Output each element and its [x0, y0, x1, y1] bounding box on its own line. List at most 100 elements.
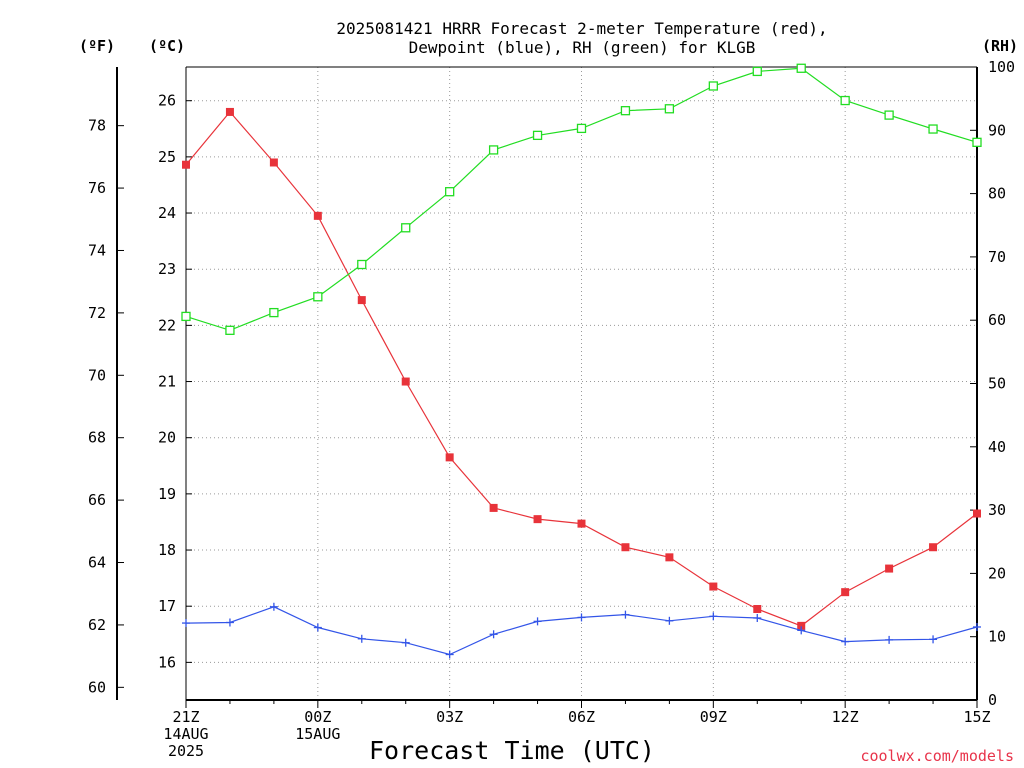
x-tick-label-line: 2025	[168, 742, 204, 760]
fahrenheit-tick-label: 76	[88, 179, 106, 197]
data-point	[665, 553, 674, 562]
data-point	[182, 160, 190, 169]
celsius-unit-label: (ºC)	[149, 37, 185, 55]
data-point	[489, 630, 498, 639]
rh-tick-label: 80	[988, 185, 1006, 203]
data-point	[973, 622, 981, 631]
fahrenheit-tick-label: 72	[88, 304, 106, 322]
data-point	[577, 613, 586, 622]
data-point	[797, 621, 806, 630]
x-tick-label: 15Z	[963, 708, 990, 726]
x-tick-label: 03Z	[436, 708, 463, 726]
data-point	[269, 307, 279, 318]
x-tick-label: 06Z	[568, 708, 595, 726]
data-point	[753, 605, 762, 614]
data-point	[620, 106, 631, 116]
series-layer	[181, 63, 982, 659]
fahrenheit-tick-label: 64	[88, 554, 106, 572]
data-point	[269, 602, 278, 611]
x-tick-label-line: 06Z	[568, 708, 595, 726]
rh-tick-label: 70	[988, 248, 1006, 266]
data-point	[225, 107, 234, 116]
fahrenheit-tick-label: 68	[88, 429, 106, 447]
data-point	[533, 617, 542, 626]
title-line-1: 2025081421 HRRR Forecast 2-meter Tempera…	[336, 19, 827, 38]
data-point	[313, 292, 323, 302]
data-point	[621, 543, 630, 552]
celsius-tick-label: 26	[158, 92, 176, 110]
series-temperature-red	[182, 107, 981, 630]
series-line-temperature-red	[185, 110, 978, 627]
x-tick-label-line: 21Z	[172, 708, 199, 726]
x-tick-label-line: 03Z	[436, 708, 463, 726]
rh-tick-label: 50	[988, 375, 1006, 393]
rh-tick-label: 0	[988, 691, 997, 709]
data-point	[577, 519, 586, 528]
data-point	[533, 515, 542, 524]
x-axis-label: Forecast Time (UTC)	[369, 736, 655, 765]
celsius-tick-label: 17	[158, 597, 176, 615]
x-tick-label-line: 00Z	[304, 708, 331, 726]
rh-tick-label: 90	[988, 121, 1006, 139]
data-point	[182, 619, 190, 628]
data-point	[841, 588, 850, 597]
data-point	[708, 81, 718, 91]
celsius-tick-label: 21	[158, 373, 176, 391]
data-point	[929, 635, 938, 644]
fahrenheit-tick-label: 74	[88, 241, 106, 259]
celsius-tick-label: 20	[158, 429, 176, 447]
data-point	[884, 110, 894, 120]
rh-tick-label: 100	[988, 58, 1015, 76]
series-dewpoint-blue	[182, 602, 981, 659]
celsius-tick-label: 24	[158, 204, 176, 222]
rh-tick-label: 10	[988, 628, 1006, 646]
data-point	[225, 325, 235, 335]
data-point	[313, 211, 322, 220]
data-point	[929, 543, 938, 552]
data-point	[445, 187, 455, 197]
celsius-tick-label: 25	[158, 148, 176, 166]
data-point	[621, 610, 630, 619]
data-point	[972, 137, 982, 147]
x-tick-label-line: 14AUG	[163, 725, 208, 743]
x-tick-label: 00Z 15AUG	[295, 708, 340, 743]
data-point	[928, 124, 938, 134]
data-point	[664, 104, 675, 114]
rh-unit-label: (RH)	[982, 37, 1018, 55]
fahrenheit-tick-label: 70	[88, 366, 106, 384]
rh-tick-label: 20	[988, 564, 1006, 582]
data-point	[181, 311, 191, 322]
data-point	[488, 145, 499, 155]
data-point	[885, 564, 894, 573]
data-point	[797, 626, 806, 635]
x-tick-label-line: 09Z	[700, 708, 727, 726]
rh-tick-label: 40	[988, 438, 1006, 456]
fahrenheit-tick-label: 62	[88, 616, 106, 634]
axes	[116, 66, 978, 708]
x-tick-label: 21Z 14AUG 2025	[163, 708, 208, 760]
data-point	[445, 453, 454, 462]
data-point	[313, 623, 322, 632]
data-point	[357, 634, 366, 643]
data-point	[532, 130, 543, 141]
celsius-tick-label: 22	[158, 316, 176, 334]
data-point	[973, 509, 981, 518]
chart-title: 2025081421 HRRR Forecast 2-meter Tempera…	[336, 19, 827, 57]
data-point	[885, 635, 894, 644]
data-point	[489, 503, 498, 512]
fahrenheit-tick-label: 66	[88, 491, 106, 509]
title-line-2: Dewpoint (blue), RH (green) for KLGB	[409, 38, 756, 57]
celsius-tick-label: 23	[158, 260, 176, 278]
data-point	[445, 650, 454, 659]
data-point	[357, 259, 367, 270]
tick-labels: 16 17 18 19 20 21 22 23 24 25 26 60 62 64 66 68 70 72 74 76…	[88, 58, 1015, 760]
data-point	[401, 223, 411, 233]
data-point	[401, 638, 410, 647]
data-point	[665, 616, 674, 625]
rh-tick-label: 30	[988, 501, 1006, 519]
data-point	[753, 613, 762, 622]
series-rh-green	[181, 63, 982, 335]
data-point	[752, 66, 762, 77]
credit-link[interactable]: coolwx.com/models	[860, 747, 1014, 765]
